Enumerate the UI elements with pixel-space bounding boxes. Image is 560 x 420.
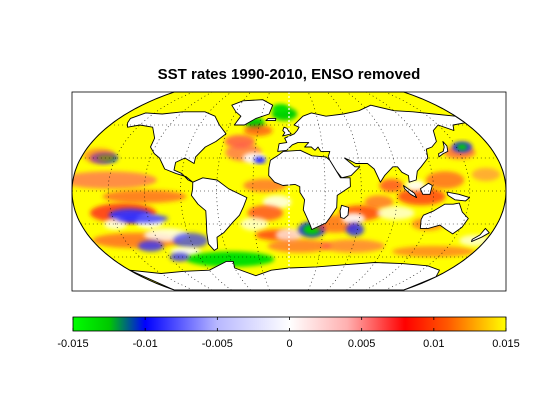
anomaly-patch	[116, 214, 169, 223]
anomaly-patch	[83, 148, 116, 164]
land-new-zealand	[471, 227, 490, 243]
anomaly-patch	[272, 104, 289, 113]
colorbar-tick-label: -0.005	[202, 338, 233, 350]
globe-outline	[71, 91, 507, 291]
anomaly-patch	[364, 195, 394, 209]
land-south-america	[190, 177, 248, 251]
colorbar-tick-label: -0.015	[57, 338, 88, 350]
anomaly-patch	[425, 171, 465, 189]
anomaly-patch	[376, 206, 415, 220]
anomaly-patch	[173, 232, 209, 249]
land-new-guinea	[446, 191, 470, 202]
land-australia	[419, 202, 469, 235]
anomaly-patch	[72, 171, 157, 189]
continents	[127, 99, 490, 290]
land-indonesia-borneo	[419, 182, 433, 195]
anomaly-patch	[320, 239, 385, 253]
sst-anomaly-field	[72, 104, 501, 267]
graticule	[72, 92, 506, 290]
anomaly-patch	[262, 195, 292, 209]
land-madagascar	[339, 204, 350, 219]
anomaly-patch	[345, 222, 365, 237]
anomaly-patch	[102, 189, 187, 204]
land-iceland	[265, 117, 277, 122]
land-greenland	[231, 99, 274, 126]
land-africa	[268, 149, 351, 230]
land-sumatra	[402, 185, 418, 199]
anomaly-patch	[275, 228, 303, 242]
land-antarctica	[129, 260, 440, 290]
land-japan	[438, 141, 449, 158]
anomaly-patch	[169, 252, 190, 262]
anomaly-patch	[186, 251, 275, 267]
colorbar-tick-label: 0	[286, 338, 292, 350]
anomaly-patch	[138, 240, 164, 252]
land-north-america	[127, 111, 227, 183]
land-europe-asia	[277, 104, 466, 183]
colorbar-tick-label: -0.01	[133, 338, 158, 350]
colorbar-tick-label: 0.005	[348, 338, 376, 350]
map-title: SST rates 1990-2010, ENSO removed	[157, 66, 421, 83]
anomaly-patch	[405, 180, 425, 191]
anomaly-patch	[267, 239, 332, 253]
colorbar-tick-label: 0.01	[423, 338, 444, 350]
anomaly-patch	[243, 125, 273, 136]
anomaly-patch	[247, 205, 284, 221]
anomaly-patch	[224, 134, 256, 149]
anomaly-patch	[471, 167, 501, 182]
anomaly-patch	[392, 246, 475, 257]
anomaly-patch	[456, 143, 468, 151]
anomaly-patch	[254, 156, 266, 164]
colorbar-ticks: -0.015 -0.01 -0.005 0 0.005 0.01 0.015	[57, 317, 520, 350]
colorbar-tick-label: 0.015	[492, 338, 520, 350]
